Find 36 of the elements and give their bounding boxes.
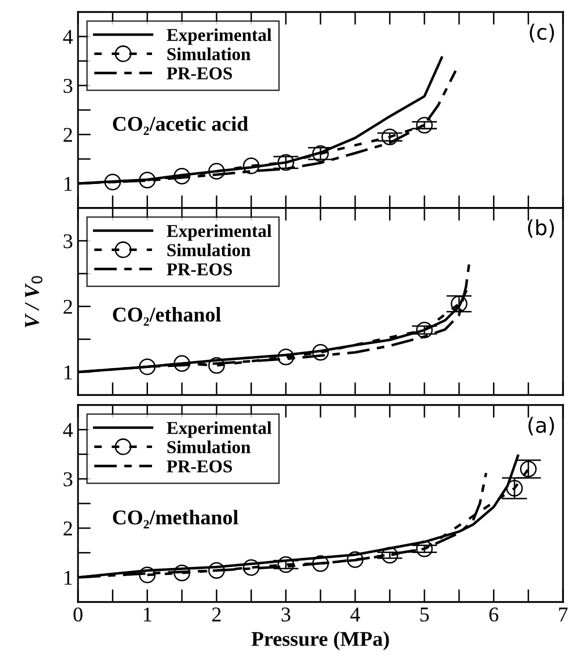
annotation: (c)	[530, 24, 554, 42]
x-tick-label: 5	[420, 608, 429, 622]
y-tick-label: 1	[64, 176, 72, 191]
y-tick-label: 3	[64, 78, 72, 93]
x-tick-label: 3	[282, 608, 290, 622]
y-tick-label: 2	[64, 128, 72, 142]
y-tick-label: 4	[63, 423, 73, 437]
y-tick-label: 3	[64, 234, 72, 248]
x-tick-label: 6	[489, 608, 498, 622]
x-tick-label: 0	[74, 607, 82, 622]
legend-label: PR-EOS	[166, 67, 232, 80]
annotation: CO₂/ethanol	[112, 307, 221, 326]
legend-label: Experimental	[166, 28, 272, 45]
x-axis-title: Pressure (MPa)	[252, 631, 389, 650]
legend-label: Simulation	[167, 440, 250, 454]
x-tick-label: 1	[144, 608, 152, 622]
annotation: CO₂/methanol	[112, 510, 238, 528]
x-tick-label: 4	[350, 608, 360, 622]
legend-label: PR-EOS	[166, 460, 232, 472]
y-tick-label: 2	[64, 522, 72, 536]
legend-label: Experimental	[166, 421, 272, 438]
y-tick-label: 3	[64, 472, 72, 486]
y-tick-label: 2	[64, 300, 72, 314]
annotation: (b)	[528, 219, 554, 238]
y-tick-label: 1	[64, 366, 72, 380]
y-tick-label: 1	[64, 570, 72, 585]
y-tick-label: 4	[63, 30, 73, 44]
legend-label: Simulation	[167, 244, 250, 256]
annotation: CO₂/acetic acid	[112, 116, 248, 135]
legend-label: Experimental	[166, 224, 272, 241]
x-tick-label: 7	[559, 608, 568, 622]
y-axis-title: V / V$_{0}$	[25, 276, 42, 328]
legend-label: PR-EOS	[166, 263, 232, 276]
x-tick-label: 2	[212, 608, 221, 622]
legend-label: Simulation	[167, 48, 250, 60]
annotation: (a)	[528, 416, 554, 436]
